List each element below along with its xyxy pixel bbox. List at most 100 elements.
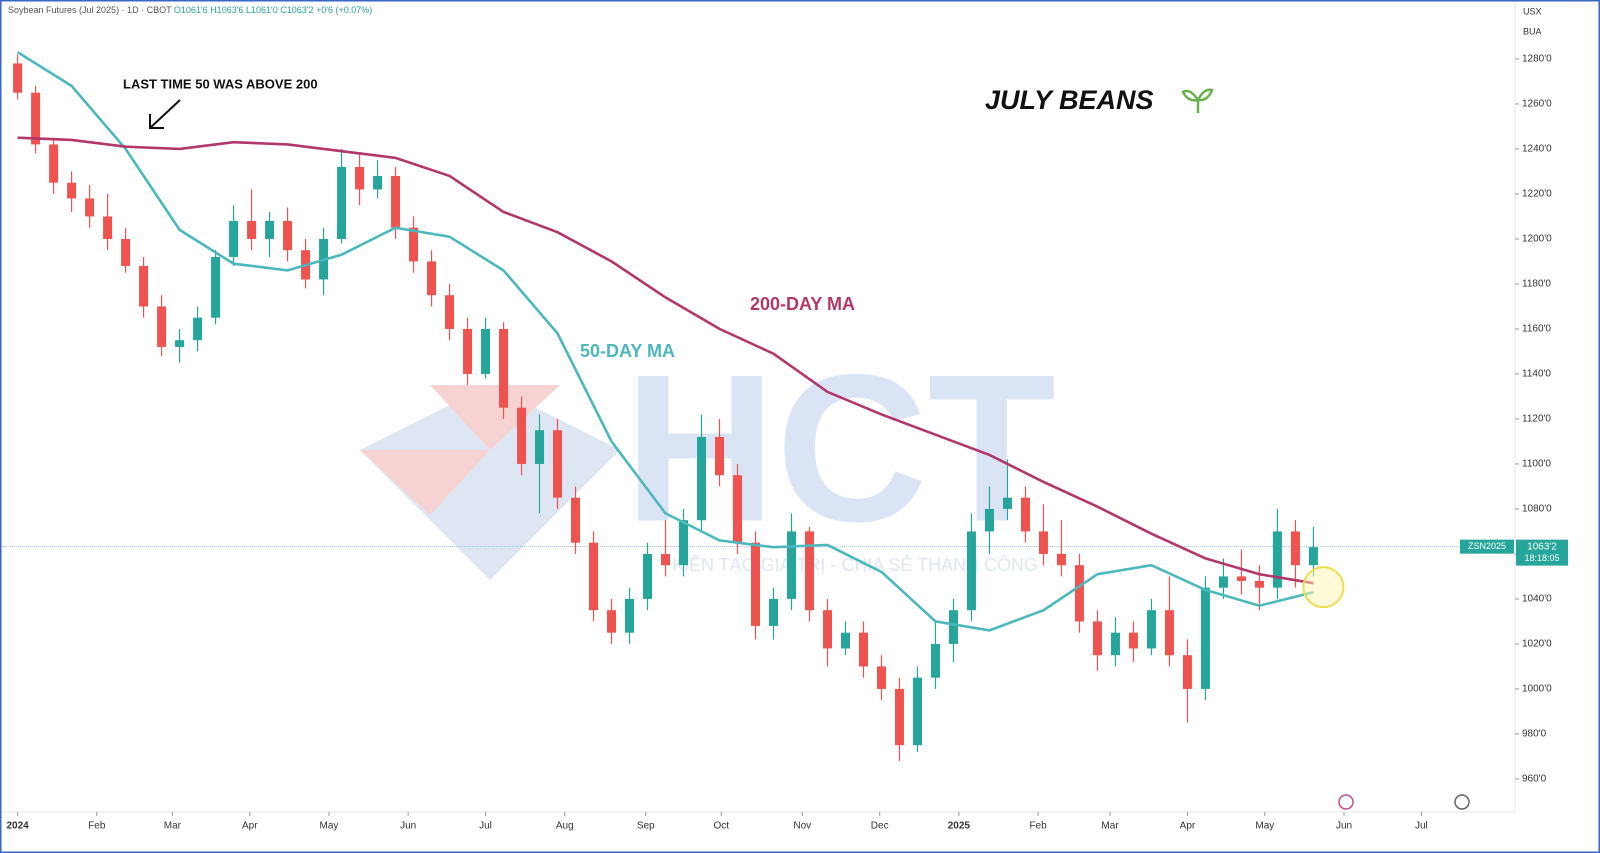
x-tick-label: Feb — [1029, 821, 1047, 832]
x-tick-label: Nov — [793, 821, 811, 832]
candle-body — [733, 475, 743, 543]
candle-body — [1272, 531, 1282, 588]
x-tick-label: Jul — [1415, 821, 1428, 832]
watermark-diamond-left — [360, 450, 490, 515]
candle-body — [373, 175, 383, 190]
x-tick-label: Jul — [479, 821, 492, 832]
candle-body — [858, 632, 868, 667]
candle-body — [535, 430, 545, 464]
candle-body — [1182, 655, 1192, 689]
x-tick-label: Feb — [88, 821, 106, 832]
x-tick-label: May — [1255, 821, 1274, 832]
x-tick-label: Dec — [871, 821, 889, 832]
price-label: 1063'2 — [1527, 541, 1557, 552]
candle-body — [1056, 553, 1066, 566]
candle-body — [1020, 497, 1030, 532]
series-label: 200-DAY MA — [750, 294, 855, 314]
x-tick-label: Mar — [1101, 821, 1119, 832]
x-tick-label: May — [320, 821, 339, 832]
candle-body — [229, 220, 239, 257]
y-tick-label: 1200'0 — [1522, 234, 1552, 245]
currency: USX — [1523, 6, 1542, 16]
y-tick-label: 1000'0 — [1522, 684, 1552, 695]
candle-body — [1110, 632, 1120, 656]
candle-body — [948, 610, 958, 644]
candle-body — [247, 220, 257, 239]
candle-body — [481, 328, 491, 374]
candle-body — [715, 436, 725, 476]
candle-body — [13, 63, 23, 93]
header-high: H1063'6 — [210, 5, 243, 15]
y-tick-label: 1140'0 — [1522, 369, 1551, 380]
x-tick-label: Jun — [400, 821, 416, 832]
candle-body — [31, 92, 41, 145]
candle-body — [517, 407, 527, 464]
annotation-text: LAST TIME 50 WAS ABOVE 200 — [123, 76, 318, 91]
candle-body — [661, 553, 671, 566]
ma-line — [16, 51, 1314, 632]
candle-body — [751, 542, 761, 626]
candle-body — [643, 553, 653, 599]
candle-body — [139, 265, 149, 307]
candle-body — [1002, 497, 1012, 509]
sprout-icon — [1181, 88, 1214, 113]
y-tick-label: 980'0 — [1522, 729, 1547, 740]
candle-body — [1308, 547, 1318, 566]
series-label: 50-DAY MA — [580, 341, 675, 361]
candle-body — [679, 520, 689, 566]
candle-body — [85, 198, 95, 217]
candle-body — [786, 531, 796, 599]
icon[interactable] — [1338, 794, 1354, 810]
symbol-label: ZSN2025 — [1468, 541, 1506, 551]
x-tick-label: Jun — [1336, 821, 1352, 832]
y-tick-label: 1040'0 — [1522, 594, 1552, 605]
candle-body — [804, 531, 814, 611]
candle-body — [1164, 610, 1174, 656]
candle-body — [876, 666, 886, 689]
candle-body — [1146, 610, 1156, 649]
candle-body — [409, 227, 419, 262]
candle-body — [1128, 632, 1138, 649]
x-tick-label: 2024 — [6, 821, 29, 832]
header-title: Soybean Futures (Jul 2025) · 1D · CBOT — [8, 5, 172, 15]
x-tick-label: Oct — [714, 821, 730, 832]
arrow-shaft — [149, 99, 181, 129]
candle-body — [1218, 576, 1228, 588]
x-tick-label: Apr — [1180, 821, 1196, 832]
candle-body — [966, 531, 976, 611]
candle-body — [1254, 580, 1264, 588]
icon[interactable] — [1454, 794, 1470, 810]
candle-body — [499, 328, 509, 408]
candle-body — [1074, 565, 1084, 622]
unit: BUA — [1523, 26, 1542, 36]
arrow-head — [149, 114, 164, 129]
headline: JULY BEANS — [985, 85, 1154, 115]
y-tick-label: 1160'0 — [1522, 324, 1551, 335]
watermark-slogan: KIẾN TẠO GIÁ TRỊ - CHIA SẺ THÀNH CÔNG — [672, 554, 1038, 575]
price-tag — [1516, 539, 1568, 566]
y-tick-label: 1260'0 — [1522, 99, 1552, 110]
x-tick-label: Aug — [556, 821, 574, 832]
y-tick-label: 1240'0 — [1522, 144, 1552, 155]
candle-body — [768, 598, 778, 626]
candle-body — [121, 238, 131, 266]
candle-body — [607, 610, 617, 633]
candle-body — [355, 166, 365, 190]
header-change: +0'6 (+0.07%) — [316, 5, 372, 15]
annotation-arrow — [149, 99, 181, 129]
candle-body — [1038, 531, 1048, 554]
sprout-leaf — [1196, 88, 1214, 102]
x-tick-label: Apr — [242, 821, 258, 832]
ma-line — [17, 136, 1314, 585]
countdown-label: 18:18:05 — [1524, 553, 1559, 563]
candle-body — [193, 317, 203, 341]
x-tick-label: Sep — [637, 821, 655, 832]
candle-body — [265, 220, 275, 239]
candle-body — [211, 256, 221, 318]
candle-body — [175, 340, 185, 347]
header: Soybean Futures (Jul 2025) · 1D · CBOT O… — [8, 5, 372, 15]
candle-body — [984, 508, 994, 532]
candle-body — [1236, 576, 1246, 581]
candle-body — [1290, 531, 1300, 566]
